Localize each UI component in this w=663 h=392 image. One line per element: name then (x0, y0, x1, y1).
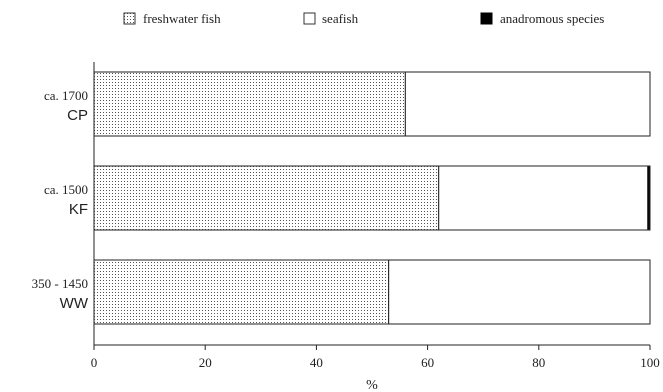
legend-swatch-freshwater (123, 12, 136, 25)
x-axis-label: % (366, 378, 378, 392)
bar-kf-freshwater-fish (93, 165, 440, 231)
category-period-label: ca. 1700 (44, 88, 88, 103)
category-site-label: KF (69, 201, 88, 218)
legend-swatch-seafish (303, 12, 316, 25)
category-period-label: ca. 1500 (44, 182, 88, 197)
legend-label-seafish: seafish (322, 11, 359, 26)
x-tick-label: 60 (421, 355, 434, 370)
category-period-label: 350 - 1450 (32, 276, 88, 291)
bar-ww-freshwater-fish (93, 259, 390, 325)
legend-label-anadromous: anadromous species (500, 11, 604, 26)
bar-kf-seafish (438, 165, 649, 231)
bar-kf-anadromous-species (647, 165, 651, 231)
x-tick-label: 0 (91, 355, 98, 370)
x-tick-label: 80 (532, 355, 545, 370)
legend: freshwater fish seafish anadromous speci… (123, 11, 604, 26)
bar-ww-seafish (388, 259, 651, 325)
legend-label-freshwater: freshwater fish (143, 11, 221, 26)
category-site-label: WW (60, 295, 89, 312)
category-site-label: CP (67, 107, 88, 124)
x-tick-label: 40 (310, 355, 323, 370)
x-tick-label: 100 (640, 355, 660, 370)
bar-cp-seafish (404, 71, 651, 137)
x-tick-label: 20 (199, 355, 212, 370)
legend-swatch-anadromous (480, 12, 493, 25)
bar-cp-freshwater-fish (93, 71, 406, 137)
